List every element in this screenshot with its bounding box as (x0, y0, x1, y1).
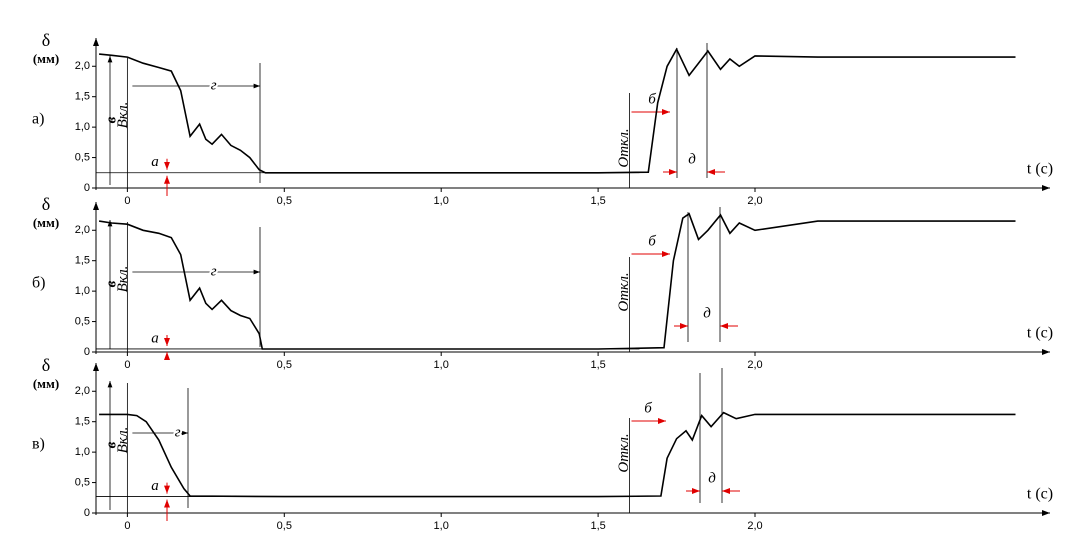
x-tick-label: 1,0 (434, 195, 449, 207)
x-tick-label: 0,5 (277, 520, 292, 532)
x-tick-label: 1,0 (434, 520, 449, 532)
trace (99, 47, 1016, 174)
y-tick-label: 1,0 (75, 285, 90, 297)
g-label: г (211, 77, 217, 93)
y-tick-label: 1,5 (75, 416, 90, 428)
v-label: в (103, 280, 119, 287)
a-label: а (151, 330, 159, 346)
panel-label: б) (32, 275, 45, 292)
x-tick-label: 2,0 (747, 359, 762, 371)
off-label: Откл. (616, 272, 632, 311)
off-label: Откл. (616, 128, 632, 167)
v-label: в (103, 116, 119, 123)
x-label: t (c) (1027, 325, 1053, 342)
y-tick-label: 1,0 (75, 446, 90, 458)
trace (99, 411, 1016, 498)
y-tick-label: 0,5 (75, 151, 90, 163)
d-label: д (708, 470, 716, 486)
trace (98, 212, 1016, 350)
y-tick-label: 0 (84, 507, 90, 519)
x-tick-label: 0 (124, 359, 130, 371)
y-unit: (мм) (33, 51, 59, 66)
x-label: t (c) (1027, 161, 1053, 178)
x-tick-label: 0,5 (277, 359, 292, 371)
y-tick-label: 2,0 (75, 385, 90, 397)
y-label: δ (42, 30, 50, 50)
y-tick-label: 0 (84, 182, 90, 194)
x-tick-label: 2,0 (747, 195, 762, 207)
x-tick-label: 2,0 (747, 520, 762, 532)
y-tick-label: 2,0 (75, 224, 90, 236)
y-label: δ (42, 194, 50, 214)
y-label: δ (42, 355, 50, 375)
y-tick-label: 1,5 (75, 91, 90, 103)
y-tick-label: 0,5 (75, 476, 90, 488)
v-label: в (103, 441, 119, 448)
y-unit: (мм) (33, 376, 59, 391)
a-label: а (151, 154, 159, 170)
y-tick-label: 2,0 (75, 60, 90, 72)
y-unit: (мм) (33, 215, 59, 230)
x-tick-label: 0 (124, 520, 130, 532)
y-tick-label: 0,5 (75, 315, 90, 327)
on-label: Вкл. (115, 427, 131, 454)
panel-label: в) (32, 436, 45, 453)
a-label: а (151, 478, 159, 494)
g-label: г (211, 263, 217, 279)
d-label: д (703, 305, 711, 321)
panel-label: а) (32, 111, 44, 128)
on-label: Вкл. (115, 102, 131, 129)
off-label: Откл. (616, 433, 632, 472)
y-tick-label: 0 (84, 346, 90, 358)
x-tick-label: 1,5 (590, 359, 605, 371)
y-tick-label: 1,0 (75, 121, 90, 133)
x-tick-label: 1,5 (590, 195, 605, 207)
x-tick-label: 1,5 (590, 520, 605, 532)
x-tick-label: 1,0 (434, 359, 449, 371)
b-label: б (648, 91, 656, 107)
x-label: t (c) (1027, 486, 1053, 503)
d-label: д (688, 151, 696, 167)
g-label: г (175, 424, 181, 440)
x-tick-label: 0,5 (277, 195, 292, 207)
b-label: б (644, 400, 652, 416)
y-tick-label: 1,5 (75, 255, 90, 267)
x-tick-label: 0 (124, 195, 130, 207)
on-label: Вкл. (115, 266, 131, 293)
b-label: б (648, 233, 656, 249)
